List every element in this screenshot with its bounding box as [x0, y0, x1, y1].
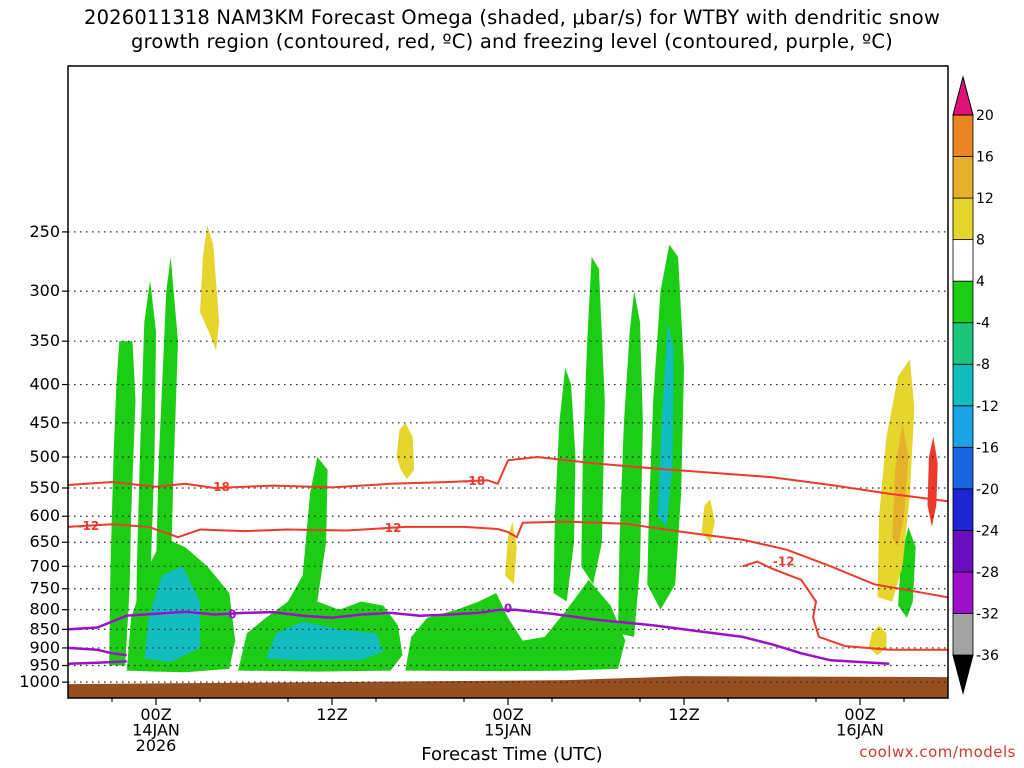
x-tick-label-18-0: 12Z: [316, 705, 347, 724]
credit-text[interactable]: coolwx.com/models: [859, 743, 1016, 761]
omega-region-late-green-blob: [898, 526, 916, 618]
y-tick-label-800: 800: [29, 600, 60, 619]
colorbar-label--28: -28: [976, 565, 999, 581]
omega-region-teal-column-10z: [657, 322, 674, 527]
freezing-level-contour-2: [67, 660, 127, 666]
colorbar-segment-10: [952, 197, 974, 241]
freezing-label-0-b: 0: [504, 601, 512, 615]
dgz-label-12-b: -12: [380, 521, 402, 535]
omega-region-green-band-mid: [238, 457, 403, 672]
omega-region-teal-core-west: [144, 566, 200, 663]
y-tick-label-450: 450: [29, 413, 60, 432]
colorbar-label--8: -8: [976, 357, 990, 373]
y-tick-label-350: 350: [29, 331, 60, 350]
colorbar-label--32: -32: [976, 606, 999, 622]
colorbar-label--16: -16: [976, 440, 999, 456]
dgz-label-12-c: -12: [773, 555, 795, 569]
colorbar-label--4: -4: [976, 316, 990, 332]
colorbar-segment-12: [952, 114, 974, 157]
freezing-label-0-a: 0: [228, 608, 236, 622]
title-line-2: growth region (contoured, red, ºC) and f…: [131, 30, 893, 53]
colorbar-segment-1: [952, 571, 974, 614]
dgz-contour-0: [67, 455, 949, 503]
omega-region-yellow-15jan-low: [505, 521, 517, 585]
y-tick-label-300: 300: [29, 281, 60, 300]
colorbar-label-4: 4: [976, 274, 985, 290]
x-tick-label-42-0: 12Z: [668, 705, 699, 724]
y-tick-label-1000: 1000: [19, 672, 60, 691]
colorbar: 20 16 12 8 4 -4 -8 -12 -16 -20 -24 -28 -32 -36: [952, 75, 999, 695]
colorbar-label--24: -24: [976, 523, 999, 539]
colorbar-segment-9: [952, 239, 974, 282]
colorbar-label-16: 16: [976, 150, 994, 166]
colorbar-segment-11: [952, 156, 974, 199]
colorbar-segment-6: [952, 363, 974, 407]
y-tick-label-900: 900: [29, 638, 60, 657]
x-tick-label-6-1: 14JAN: [132, 721, 180, 740]
y-tick-label-550: 550: [29, 478, 60, 497]
x-axis-label: Forecast Time (UTC): [421, 744, 603, 765]
y-tick-label-700: 700: [29, 556, 60, 575]
omega-region-yellow-upper-1: [200, 225, 220, 351]
freezing-level-contour-0: [67, 608, 890, 666]
dgz-contour-1: [67, 520, 949, 599]
x-tick-label-54-1: 16JAN: [836, 721, 884, 740]
colorbar-segment-8: [952, 280, 974, 324]
colorbar-label--12: -12: [976, 399, 999, 415]
colorbar-top-arrow: [952, 75, 974, 116]
x-tick-label-30-1: 15JAN: [484, 721, 532, 740]
y-tick-label-250: 250: [29, 222, 60, 241]
colorbar-label-20: 20: [976, 108, 994, 124]
x-tick-label-54-0: 00Z: [844, 705, 875, 724]
y-tick-label-500: 500: [29, 447, 60, 466]
omega-region-green-band-east: [405, 579, 626, 672]
title-line-1: 2026011318 NAM3KM Forecast Omega (shaded…: [83, 6, 941, 29]
omega-region-red-late-core: [927, 436, 938, 527]
colorbar-label--20: -20: [976, 482, 999, 498]
x-tick-label-6-0: 00Z: [140, 705, 171, 724]
omega-region-yellow-43z: [701, 499, 715, 543]
freezing-level-contour-1: [67, 646, 127, 657]
colorbar-bottom-arrow: [952, 654, 974, 695]
colorbar-segment-7: [952, 322, 974, 365]
dgz-label-12-a: -12: [78, 519, 100, 533]
colorbar-segment-5: [952, 405, 974, 448]
y-tick-label-750: 750: [29, 579, 60, 598]
omega-region-green-column-15jan-a: [553, 367, 576, 602]
y-tick-label-850: 850: [29, 619, 60, 638]
y-tick-label-650: 650: [29, 532, 60, 551]
omega-region-green-column-a: [135, 280, 156, 669]
colorbar-segment-0: [952, 613, 974, 656]
colorbar-label--36: -36: [976, 648, 999, 664]
plot-area: -18 -18 -12 -12 -12 0 0 250 300 350 400 450 500 550 60…: [19, 65, 949, 755]
colorbar-segment-3: [952, 488, 974, 531]
omega-region-teal-mid: [266, 621, 384, 661]
y-tick-label-600: 600: [29, 506, 60, 525]
x-tick-label-30-0: 00Z: [492, 705, 523, 724]
colorbar-label-12: 12: [976, 191, 994, 207]
x-tick-label-6-2: 2026: [136, 736, 177, 755]
omega-region-green-column-15jan-b: [581, 256, 605, 585]
dgz-label-18-a: -18: [208, 480, 230, 494]
chart-title: 2026011318 NAM3KM Forecast Omega (shaded…: [0, 6, 1024, 54]
omega-region-yellow-mid-1: [396, 422, 415, 479]
y-tick-label-400: 400: [29, 375, 60, 394]
colorbar-segment-4: [952, 446, 974, 490]
colorbar-segment-2: [952, 529, 974, 573]
dgz-contour-2: [742, 560, 948, 651]
omega-region-green-column-15jan-c: [618, 291, 643, 637]
y-tick-label-950: 950: [29, 655, 60, 674]
colorbar-label-8: 8: [976, 233, 985, 249]
dgz-label-18-b: -18: [463, 474, 485, 488]
